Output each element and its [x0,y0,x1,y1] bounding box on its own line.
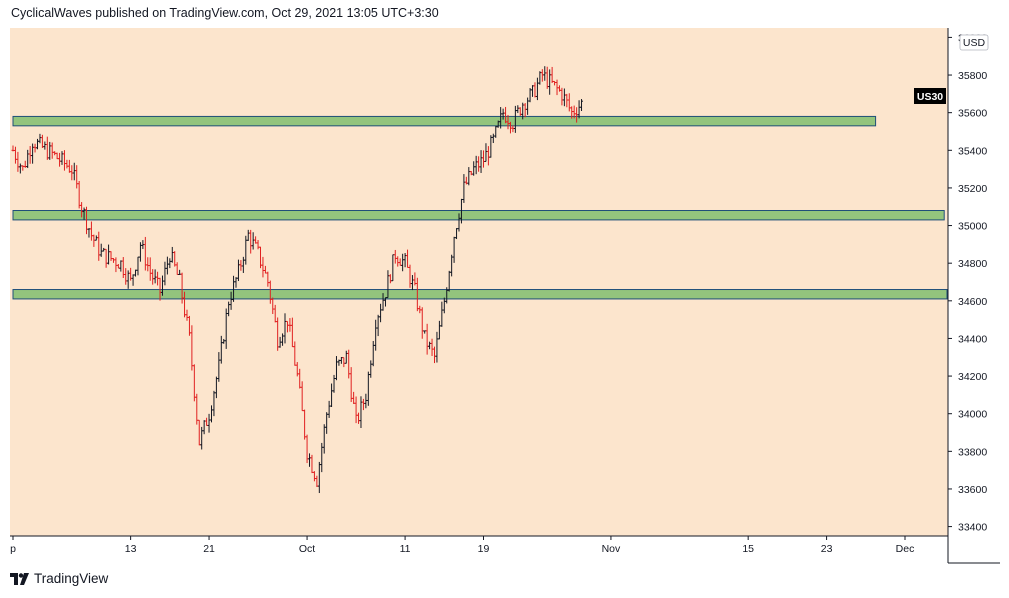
y-tick-label: 35600 [958,108,987,120]
zone-middle[interactable] [12,210,945,221]
y-tick-label: 35800 [958,70,987,82]
zones-layer [12,115,948,300]
y-tick-label: 34600 [958,296,987,308]
y-tick-label: 35000 [958,221,987,233]
symbol-label: US30 [917,91,943,103]
x-tick-label: 11 [400,543,411,555]
y-tick-label: 34400 [958,333,987,345]
x-tick-label: Nov [602,543,621,555]
last-price-badge[interactable]: US30 [914,88,946,104]
tradingview-brand: TradingView [34,571,109,586]
y-tick-label: 34200 [958,371,987,383]
x-tick-label: 13 [125,543,137,555]
bars-layer [11,66,584,494]
zone-lower[interactable] [12,289,948,300]
x-tick-label: 15 [742,543,754,555]
zone-upper[interactable] [12,115,877,127]
plot-background [10,28,948,536]
currency-badge[interactable]: USD [959,34,989,51]
x-tick-label: Dec [896,543,915,555]
y-tick-label: 33600 [958,484,987,496]
ohlc-bar [580,99,584,112]
x-tick-label: 19 [478,543,490,555]
x-tick-label: p [10,543,16,555]
y-axis-ticks: 33400 33600 33800 34000 34200 34400 34600 34800… [948,32,987,534]
y-tick-label: 35200 [958,183,987,195]
y-tick-label: 34000 [958,409,987,421]
publish-info: CyclicalWaves published on TradingView.c… [11,6,439,20]
x-tick-label: Oct [299,543,315,555]
y-tick-label: 33800 [958,446,987,458]
footer-brand[interactable]: TradingView [10,571,108,586]
currency-label: USD [963,37,986,49]
y-tick-label: 33400 [958,522,987,534]
tradingview-logo-icon [10,572,29,585]
x-tick-label: 23 [821,543,833,555]
y-tick-label: 34800 [958,258,987,270]
y-tick-label: 35400 [958,145,987,157]
x-tick-label: 21 [203,543,215,555]
x-axis-ticks: p 13 21 Oct 11 19 Nov 15 23 Dec [10,536,914,555]
